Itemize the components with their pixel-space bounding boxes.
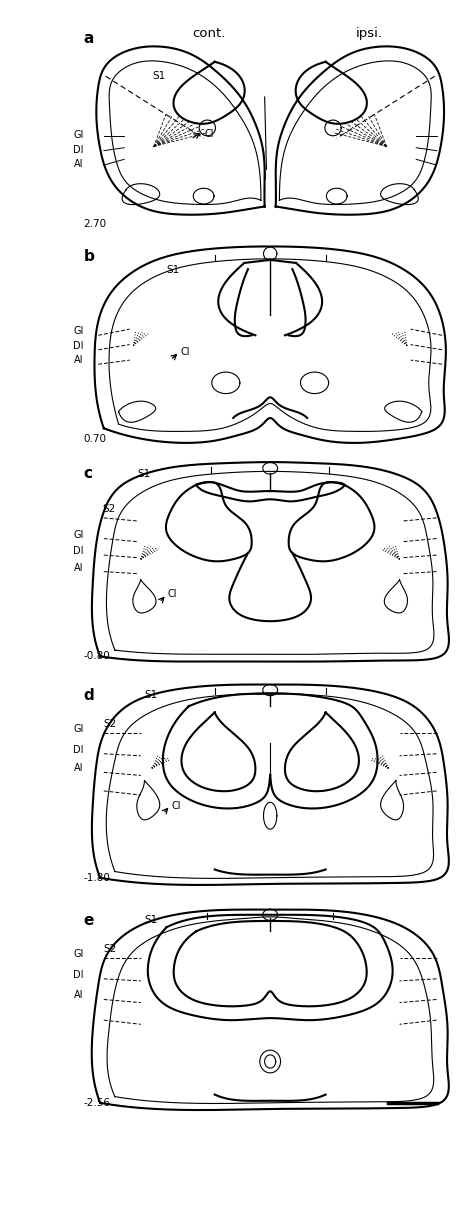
Text: S1: S1 — [145, 690, 158, 700]
Text: GI: GI — [73, 130, 83, 140]
Text: AI: AI — [74, 562, 83, 573]
Text: DI: DI — [73, 546, 83, 556]
Text: b: b — [83, 248, 94, 263]
Text: GI: GI — [73, 326, 83, 336]
Text: DI: DI — [73, 341, 83, 351]
Text: Cl: Cl — [171, 801, 181, 811]
Text: S1: S1 — [167, 266, 180, 276]
Text: S1: S1 — [137, 469, 150, 478]
Text: Cl: Cl — [181, 347, 190, 357]
Text: e: e — [83, 913, 94, 927]
Text: GI: GI — [73, 724, 83, 734]
Text: AI: AI — [74, 764, 83, 774]
Text: DI: DI — [73, 744, 83, 755]
Text: -2.56: -2.56 — [83, 1098, 110, 1108]
Text: -1.80: -1.80 — [83, 873, 110, 883]
Text: S2: S2 — [104, 718, 117, 729]
Text: AI: AI — [74, 159, 83, 169]
Text: 2.70: 2.70 — [83, 219, 107, 229]
Text: DI: DI — [73, 969, 83, 980]
Text: GI: GI — [73, 950, 83, 959]
Text: c: c — [83, 466, 92, 481]
Text: DI: DI — [73, 145, 83, 155]
Text: S1: S1 — [153, 71, 166, 81]
Text: cont.: cont. — [192, 27, 225, 41]
Text: GI: GI — [73, 529, 83, 540]
Text: 0.70: 0.70 — [83, 434, 107, 444]
Text: Cl: Cl — [204, 129, 214, 139]
Text: Cl: Cl — [167, 589, 177, 599]
Text: AI: AI — [74, 990, 83, 1000]
Text: S1: S1 — [145, 915, 158, 925]
Text: AI: AI — [74, 355, 83, 365]
Text: -0.80: -0.80 — [83, 652, 110, 662]
Text: ipsi.: ipsi. — [356, 27, 383, 41]
Text: d: d — [83, 688, 94, 702]
Text: a: a — [83, 31, 94, 46]
Text: S2: S2 — [102, 503, 115, 514]
Text: S2: S2 — [104, 943, 117, 954]
